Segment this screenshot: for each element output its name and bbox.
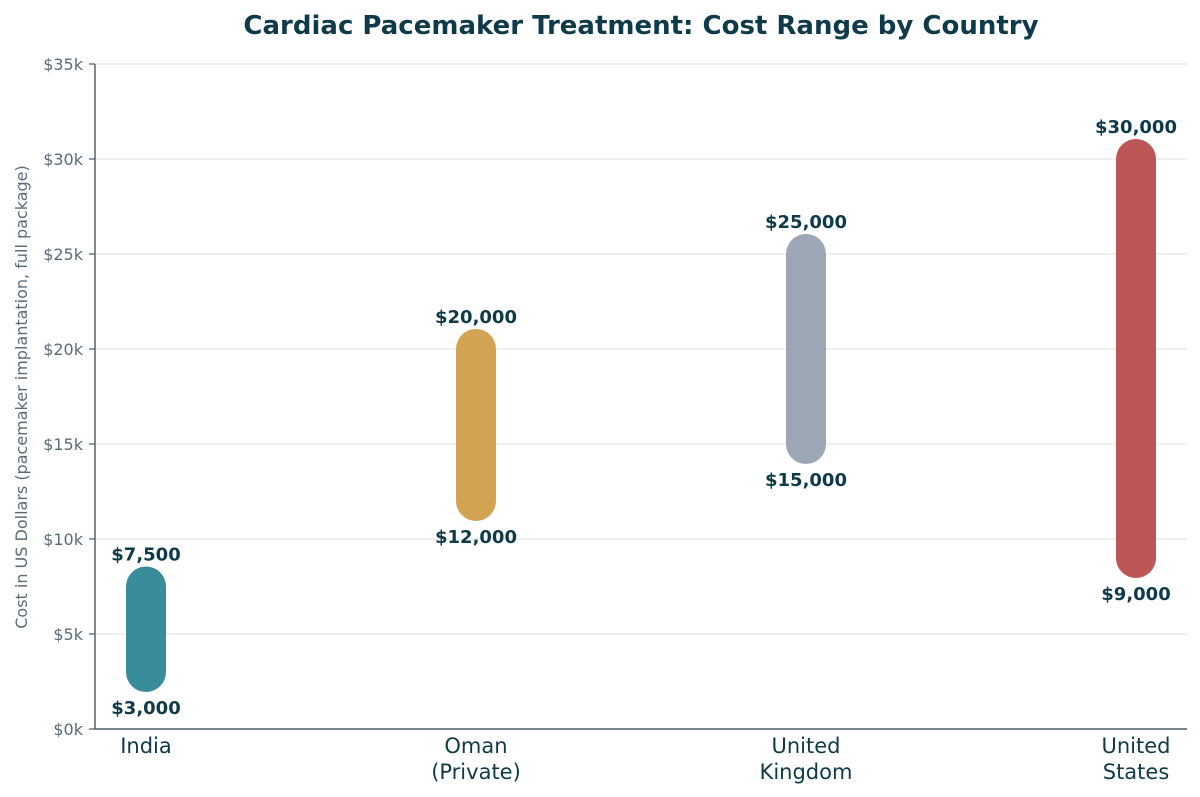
label-layer: $7,500 $3,000 $20,000 $12,000 $25,000 $15,000…: [111, 117, 1177, 719]
y-tick-label: $5k: [53, 625, 83, 644]
axis-layer: $0k $5k $10k $15k $20k $25k $30k $35k India Oman(…: [43, 55, 1187, 784]
range-bar: [456, 329, 496, 521]
chart-title: Cardiac Pacemaker Treatment: Cost Range …: [243, 11, 1038, 41]
range-bar: [1116, 139, 1156, 578]
y-tick-label: $20k: [43, 340, 84, 359]
range-bar: [126, 566, 166, 692]
y-axis-label: Cost in US Dollars (pacemaker implantati…: [12, 165, 31, 629]
bar-layer: [126, 139, 1156, 692]
x-category-label: Kingdom: [760, 760, 853, 784]
y-tick-label: $25k: [43, 245, 84, 264]
low-value-label: $9,000: [1101, 584, 1170, 605]
y-tick-label: $15k: [43, 435, 84, 454]
x-category-label: United: [772, 734, 841, 758]
x-category-label: United: [1102, 734, 1171, 758]
high-value-label: $7,500: [111, 545, 180, 566]
low-value-label: $3,000: [111, 698, 180, 719]
y-tick-label: $30k: [43, 150, 84, 169]
y-tick-label: $35k: [43, 55, 84, 74]
x-category-label: States: [1103, 760, 1170, 784]
x-category-label: Oman: [444, 734, 507, 758]
y-tick-label: $10k: [43, 530, 84, 549]
range-bar: [786, 234, 826, 464]
x-category-label: India: [120, 734, 172, 758]
x-category-label: (Private): [431, 760, 521, 784]
high-value-label: $30,000: [1095, 117, 1177, 138]
y-tick-label: $0k: [53, 720, 83, 739]
low-value-label: $12,000: [435, 527, 517, 548]
grid-layer: [95, 63, 1187, 635]
low-value-label: $15,000: [765, 470, 847, 491]
high-value-label: $20,000: [435, 307, 517, 328]
high-value-label: $25,000: [765, 212, 847, 233]
